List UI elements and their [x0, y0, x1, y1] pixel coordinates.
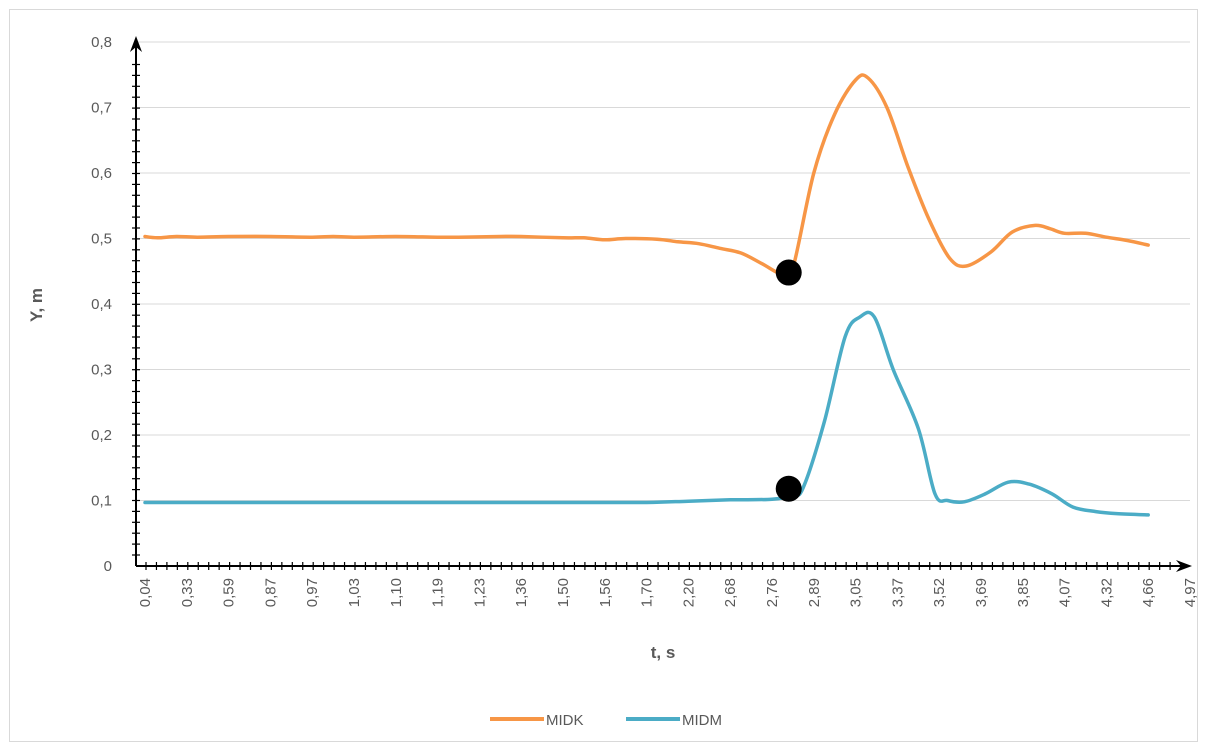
x-tick-label: 0,97 [304, 578, 321, 607]
x-tick-label: 3,37 [889, 578, 906, 607]
chart-frame [9, 9, 1198, 742]
x-tick-label: 1,50 [555, 578, 572, 607]
marker-midm [775, 475, 802, 502]
x-tick-label: 3,85 [1015, 578, 1032, 607]
x-tick-label: 0,04 [137, 578, 154, 607]
series-line-midk [143, 73, 1150, 280]
y-tick-label: 0,5 [91, 231, 112, 248]
x-axis-title: t, s [651, 643, 676, 662]
x-tick-label: 2,68 [722, 578, 739, 607]
x-tick-label: 2,20 [680, 578, 697, 607]
y-tick-label: 0,1 [91, 493, 112, 510]
y-axis-title: Y, m [27, 288, 46, 322]
x-tick-label: 2,76 [764, 578, 781, 607]
x-tick-label: 4,66 [1140, 578, 1157, 607]
x-tick-labels: 0,04 0,33 0,59 0,87 0,97 1,03 1,10 1,19 1,23 1,36… [137, 578, 1199, 607]
x-tick-label: 4,97 [1182, 578, 1199, 607]
x-tick-label: 3,69 [973, 578, 990, 607]
y-tick-label: 0,6 [91, 165, 112, 182]
x-tick-label: 3,52 [931, 578, 948, 607]
x-tick-label: 0,87 [262, 578, 279, 607]
legend: MIDK MIDM [490, 712, 722, 729]
grid-lines [136, 41, 1190, 501]
x-tick-label: 1,10 [388, 578, 405, 607]
x-tick-label: 4,32 [1098, 578, 1115, 607]
markers [775, 259, 802, 502]
x-tick-label: 1,23 [471, 578, 488, 607]
x-tick-label: 0,33 [179, 578, 196, 607]
y-tick-label: 0,4 [91, 296, 112, 313]
x-tick-label: 3,05 [848, 578, 865, 607]
x-axis-arrow [1176, 560, 1192, 572]
x-tick-label: 4,07 [1057, 578, 1074, 607]
series-line-midm [143, 310, 1150, 517]
x-tick-label: 1,56 [597, 578, 614, 607]
y-tick-label: 0,2 [91, 427, 112, 444]
y-tick-label: 0,3 [91, 362, 112, 379]
axes [130, 36, 1192, 572]
x-tick-label: 1,03 [346, 578, 363, 607]
y-tick-label: 0,7 [91, 100, 112, 117]
series-lines [143, 73, 1150, 517]
y-tick-label: 0,8 [91, 34, 112, 51]
x-tick-label: 1,19 [430, 578, 447, 607]
x-tick-label: 1,36 [513, 578, 530, 607]
x-tick-label: 0,59 [221, 578, 238, 607]
x-tick-label: 2,89 [806, 578, 823, 607]
y-tick-label: 0 [104, 558, 112, 575]
legend-label-midk: MIDK [546, 712, 584, 729]
legend-label-midm: MIDM [682, 712, 722, 729]
x-tick-label: 1,70 [639, 578, 656, 607]
marker-midk [775, 259, 802, 286]
y-axis-arrow [130, 36, 142, 52]
y-tick-labels: 0 0,1 0,2 0,3 0,4 0,5 0,6 0,7 0,8 [91, 34, 112, 575]
